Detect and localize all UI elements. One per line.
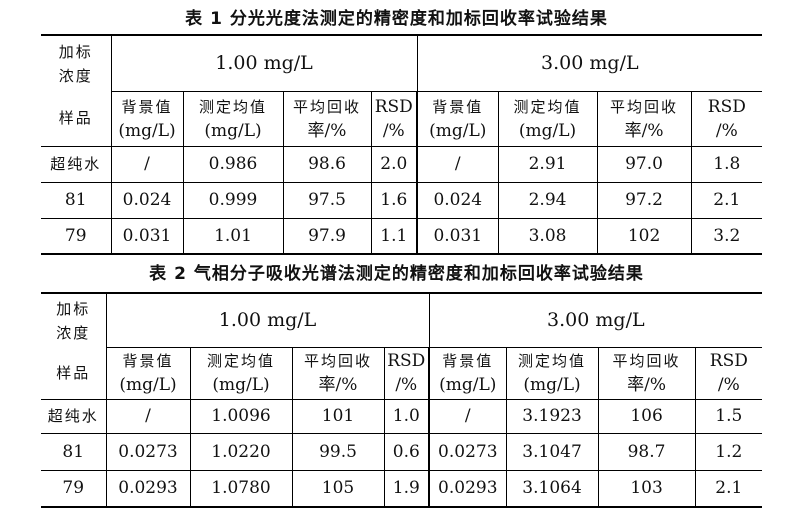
data-cell: 1.0 (384, 398, 431, 433)
data-cell: 1.8 (691, 145, 763, 182)
sample-name: 79 (41, 217, 112, 255)
data-cell: 105 (292, 469, 385, 508)
data-cell: 0.0293 (106, 469, 191, 508)
table-row: 79 0.031 1.01 97.9 1.1 0.031 3.08 102 3.… (41, 217, 763, 255)
data-cell: 2.1 (691, 181, 763, 218)
concentration-header-1: 1.00 mg/L (111, 34, 418, 92)
data-cell: 97.0 (597, 145, 692, 182)
data-cell: 1.6 (371, 181, 419, 218)
data-cell: 97.5 (283, 181, 372, 218)
data-cell: 0.024 (111, 181, 184, 218)
table-row: 81 0.0273 1.0220 99.5 0.6 0.0273 3.1047 … (41, 432, 763, 470)
data-cell: 1.2 (695, 432, 763, 470)
spike-concentration-label: 加标 浓度 (41, 34, 112, 91)
table-1-caption: 表 1 分光光度法测定的精密度和加标回收率试验结果 (185, 9, 608, 29)
sub-header-background: 背景值 (mg/L) (417, 91, 499, 146)
sub-header-mean: 测定均值 (mg/L) (183, 91, 284, 146)
sample-name: 超纯水 (41, 398, 107, 433)
data-cell: 3.1064 (506, 469, 599, 508)
concentration-header-2: 3.00 mg/L (417, 34, 763, 92)
data-cell: 103 (598, 469, 696, 508)
sub-header-recovery: 平均回收 率/% (283, 91, 372, 146)
data-cell: 2.1 (695, 469, 763, 508)
data-cell: 2.0 (371, 145, 419, 182)
data-cell: 1.0780 (190, 469, 293, 508)
data-cell: / (111, 145, 184, 182)
data-cell: 0.6 (384, 432, 431, 470)
sample-label: 样品 (41, 91, 112, 146)
table-1: 加标 浓度 1.00 mg/L 3.00 mg/L 样品 背景值 (mg/L) 测定… (41, 34, 763, 255)
data-cell: 98.6 (283, 145, 372, 182)
data-cell: 106 (598, 398, 696, 433)
data-cell: 99.5 (292, 432, 385, 470)
data-cell: 0.0273 (429, 432, 507, 470)
data-cell: / (429, 398, 507, 433)
data-cell: 102 (597, 217, 692, 255)
data-cell: 0.0273 (106, 432, 191, 470)
sub-header-mean: 测定均值 (mg/L) (190, 347, 293, 399)
sample-name: 超纯水 (41, 145, 112, 182)
table-row: 超纯水 / 0.986 98.6 2.0 / 2.91 97.0 1.8 (41, 145, 763, 182)
data-cell: 101 (292, 398, 385, 433)
data-cell: 1.9 (384, 469, 431, 508)
data-cell: 3.2 (691, 217, 763, 255)
data-cell: / (106, 398, 191, 433)
data-cell: 1.0096 (190, 398, 293, 433)
sub-header-rsd: RSD/% (371, 91, 419, 146)
sub-header-rsd: RSD/% (709, 351, 748, 395)
spike-concentration-label: 加标 浓度 (41, 292, 107, 347)
data-cell: 0.986 (183, 145, 284, 182)
concentration-header-1: 1.00 mg/L (106, 292, 430, 348)
table-2: 加标 浓度 1.00 mg/L 3.00 mg/L 样品 背景值 (mg/L) 测定… (41, 292, 763, 508)
data-cell: 2.91 (498, 145, 598, 182)
sample-name: 81 (41, 432, 107, 470)
data-cell: 0.0293 (429, 469, 507, 508)
sample-name: 81 (41, 181, 112, 218)
sample-name: 79 (41, 469, 107, 508)
sub-header-mean: 测定均值 (mg/L) (506, 347, 599, 399)
data-cell: 3.08 (498, 217, 598, 255)
data-cell: 1.1 (371, 217, 419, 255)
table-2-caption: 表 2 气相分子吸收光谱法测定的精密度和加标回收率试验结果 (149, 264, 644, 284)
data-cell: 98.7 (598, 432, 696, 470)
sub-header-rsd: RSD/% (384, 347, 431, 399)
sub-header-rsd: RSD/% (707, 96, 746, 141)
data-cell: 0.999 (183, 181, 284, 218)
concentration-header-2: 3.00 mg/L (429, 292, 763, 348)
table-row: 81 0.024 0.999 97.5 1.6 0.024 2.94 97.2 … (41, 181, 763, 218)
data-cell: 97.2 (597, 181, 692, 218)
data-cell: 2.94 (498, 181, 598, 218)
sub-header-recovery: 平均回收 率/% (292, 347, 385, 399)
data-cell: 1.0220 (190, 432, 293, 470)
data-cell: 1.5 (695, 398, 763, 433)
data-cell: 0.031 (417, 217, 499, 255)
sub-header-recovery: 平均回收 率/% (597, 91, 692, 146)
data-cell: 0.031 (111, 217, 184, 255)
table-row: 超纯水 / 1.0096 101 1.0 / 3.1923 106 1.5 (41, 398, 763, 433)
data-cell: 3.1923 (506, 398, 599, 433)
data-cell: 3.1047 (506, 432, 599, 470)
sub-header-background: 背景值 (mg/L) (106, 347, 191, 399)
sub-header-background: 背景值 (mg/L) (429, 347, 507, 399)
sample-label: 样品 (41, 347, 107, 399)
data-cell: 0.024 (417, 181, 499, 218)
data-cell: / (417, 145, 499, 182)
data-cell: 97.9 (283, 217, 372, 255)
sub-header-mean: 测定均值 (mg/L) (498, 91, 598, 146)
table-row: 79 0.0293 1.0780 105 1.9 0.0293 3.1064 1… (41, 469, 763, 508)
sub-header-recovery: 平均回收 率/% (598, 347, 696, 399)
sub-header-background: 背景值 (mg/L) (111, 91, 184, 146)
data-cell: 1.01 (183, 217, 284, 255)
